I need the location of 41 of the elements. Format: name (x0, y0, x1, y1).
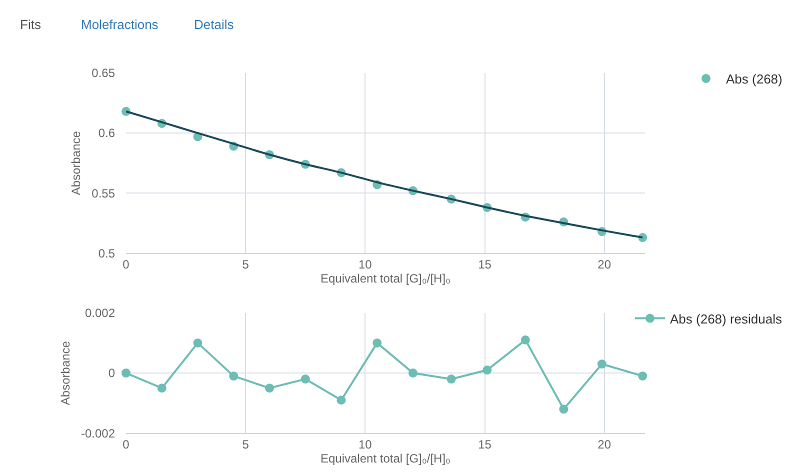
point (482, 366, 492, 375)
legend-label: Abs (268) residuals (670, 311, 782, 326)
x-tick-label: 20 (598, 258, 612, 272)
point (520, 335, 530, 344)
text: Molefractions (81, 17, 159, 32)
point (336, 396, 346, 405)
point (372, 338, 382, 348)
x-tick-label: 15 (478, 438, 492, 452)
x-tick-label: 5 (242, 438, 250, 452)
text: Details (194, 17, 234, 32)
y-axis-title: Absorbance (68, 130, 83, 196)
point (446, 374, 456, 384)
y-axis-title: Absorbance (58, 340, 72, 406)
x-axis-title: Equivalent total [G]₀/[H]₀ (320, 452, 451, 466)
point (193, 338, 202, 348)
point (408, 368, 418, 378)
y-tick-label: 0.55 (92, 186, 116, 200)
y-tick-label: -0.002 (80, 426, 116, 440)
point (265, 384, 274, 393)
legend-label: Abs (268) (726, 72, 782, 87)
point (597, 360, 606, 369)
y-tick-label: 0.65 (92, 66, 116, 80)
x-tick-label: 20 (598, 438, 612, 452)
x-tick-label: 10 (358, 258, 372, 272)
y-tick-label: 0.002 (84, 306, 116, 320)
point (559, 404, 568, 414)
y-tick-label: 0 (108, 366, 116, 380)
x-tick-label: 0 (122, 258, 130, 272)
point (300, 374, 310, 384)
x-tick-label: 15 (478, 258, 492, 272)
x-tick-label: 10 (358, 438, 372, 452)
point (122, 368, 130, 378)
x-axis-title: Equivalent total [G]₀/[H]₀ (320, 272, 451, 286)
y-tick-label: 0.6 (98, 126, 116, 140)
y-tick-label: 0.5 (98, 246, 116, 260)
point (229, 372, 238, 381)
text: Fits (20, 17, 42, 32)
point (157, 384, 166, 393)
point (638, 372, 648, 381)
x-tick-label: 0 (122, 438, 130, 452)
x-tick-label: 5 (242, 258, 250, 272)
